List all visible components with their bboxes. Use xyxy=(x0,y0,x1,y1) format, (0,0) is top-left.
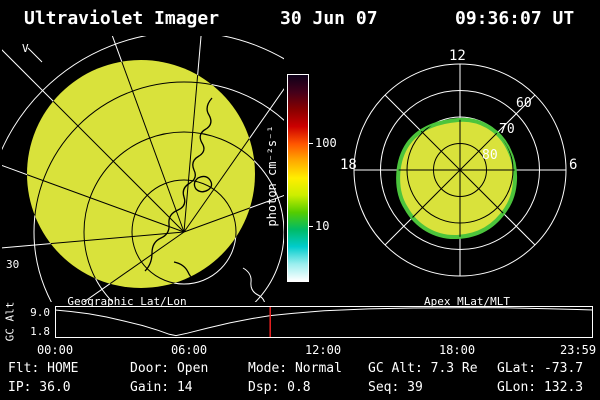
coastline-outside xyxy=(242,267,266,302)
mlt-label-6: 6 xyxy=(569,157,578,173)
geo-caption: Geographic Lat/Lon xyxy=(67,295,187,308)
gc-alt-axis-label: GC Alt xyxy=(3,301,17,342)
status-flt: Flt: HOME xyxy=(8,361,79,376)
mlat-label-70: 70 xyxy=(499,122,515,137)
gc-alt-chart xyxy=(55,306,593,338)
xtick-0000: 00:00 xyxy=(36,343,74,357)
mlat-label-80: 80 xyxy=(482,148,498,163)
status-ip: IP: 36.0 xyxy=(8,380,71,395)
gc-alt-line xyxy=(55,307,593,337)
geo-image xyxy=(2,36,284,302)
mlt-label-12: 12 xyxy=(449,48,466,64)
colorbar-units-label: photon cm⁻²s⁻¹ xyxy=(265,125,279,227)
gc-alt-ytick-bottom: 1.8 xyxy=(30,325,50,338)
time-display: 09:36:07 UT xyxy=(455,8,575,29)
colorbar xyxy=(287,74,309,282)
xtick-2359: 23:59 xyxy=(559,343,597,357)
status-mode: Mode: Normal xyxy=(248,361,342,376)
colorbar-tick-label-100: 100 xyxy=(315,136,337,150)
gc-alt-ytick-top: 9.0 xyxy=(30,306,50,319)
colorbar-tick-10 xyxy=(308,226,313,227)
status-door: Door: Open xyxy=(130,361,209,376)
status-gain: Gain: 14 xyxy=(130,380,193,395)
app-title: Ultraviolet Imager xyxy=(24,8,220,29)
geo-lat-label: 30 xyxy=(6,258,20,271)
status-glon: GLon: 132.3 xyxy=(497,380,584,395)
aurora-blob xyxy=(396,117,518,240)
xtick-1200: 12:00 xyxy=(304,343,342,357)
status-gcalt: GC Alt: 7.3 Re xyxy=(368,361,478,376)
polar-grid-on-blob xyxy=(398,119,516,238)
mlat-label-60: 60 xyxy=(516,96,532,111)
colorbar-gradient xyxy=(288,75,308,281)
apex-plot xyxy=(353,63,567,277)
status-seq: Seq: 39 xyxy=(368,380,423,395)
xtick-0600: 06:00 xyxy=(170,343,208,357)
mlt-label-18: 18 xyxy=(340,157,357,173)
colorbar-tick-label-10: 10 xyxy=(315,219,330,233)
status-dsp: Dsp: 0.8 xyxy=(248,380,311,395)
date-display: 30 Jun 07 xyxy=(280,8,378,29)
colorbar-tick-100 xyxy=(308,143,313,144)
orientation-tick xyxy=(27,47,43,63)
geo-disk xyxy=(27,60,255,288)
gc-alt-chart-frame xyxy=(55,306,593,338)
orientation-marker: V xyxy=(22,42,29,55)
apex-caption: Apex MLat/MLT xyxy=(423,295,511,308)
status-glat: GLat: -73.7 xyxy=(497,361,584,376)
xtick-1800: 18:00 xyxy=(438,343,476,357)
